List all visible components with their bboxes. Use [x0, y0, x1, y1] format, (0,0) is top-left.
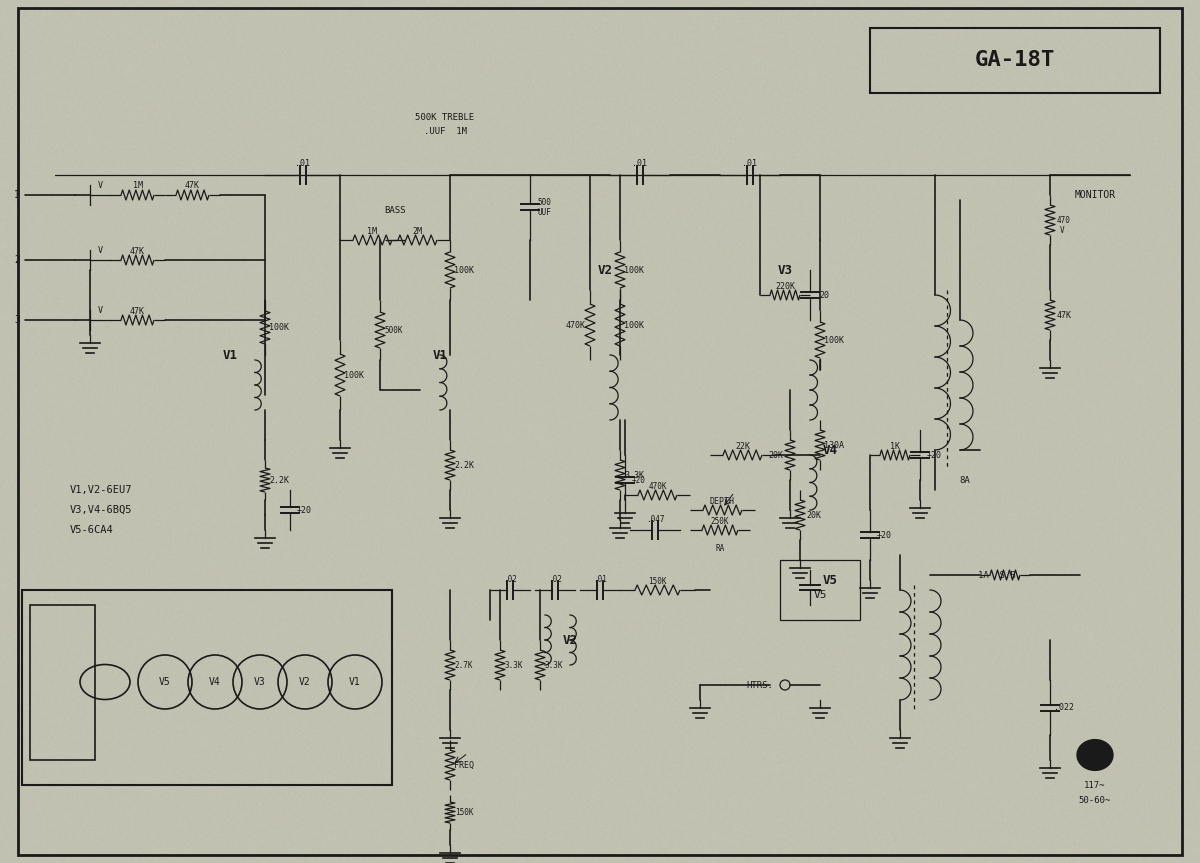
Text: V5-6CA4: V5-6CA4 — [70, 525, 114, 535]
Text: .01: .01 — [632, 160, 648, 168]
Text: 3: 3 — [14, 315, 20, 325]
Text: 470K: 470K — [648, 482, 667, 490]
Text: +20: +20 — [632, 476, 646, 484]
Text: V2: V2 — [598, 263, 612, 276]
Text: 3.3K: 3.3K — [545, 660, 563, 670]
Text: 20: 20 — [818, 291, 829, 299]
Text: 47K: 47K — [185, 181, 200, 191]
Polygon shape — [1078, 740, 1114, 771]
Text: 2M: 2M — [413, 226, 422, 236]
Text: V1: V1 — [222, 349, 238, 362]
Text: 500
UUF: 500 UUF — [538, 198, 551, 217]
Text: 1A  S.B.: 1A S.B. — [978, 570, 1021, 579]
Text: 8A: 8A — [960, 476, 971, 484]
Text: V: V — [97, 180, 102, 190]
Text: 47K: 47K — [130, 306, 145, 316]
Text: 470K: 470K — [566, 320, 586, 330]
Text: .02: .02 — [503, 575, 517, 583]
Text: 20K: 20K — [768, 450, 784, 459]
Text: V: V — [97, 306, 102, 314]
Text: 1M: 1M — [367, 226, 378, 236]
Text: V: V — [1060, 225, 1064, 235]
Text: 500K TREBLE: 500K TREBLE — [415, 114, 474, 123]
Text: 3.3K: 3.3K — [624, 470, 644, 480]
Bar — [870, 28, 1160, 93]
Text: 470: 470 — [1057, 216, 1070, 224]
Text: V3: V3 — [254, 677, 266, 687]
Text: .047: .047 — [646, 514, 665, 524]
Text: 117~: 117~ — [1085, 780, 1105, 790]
Text: V: V — [97, 245, 102, 255]
Text: V5: V5 — [822, 574, 838, 587]
Text: 130A: 130A — [824, 440, 844, 450]
Text: V5: V5 — [814, 590, 827, 600]
Text: +20: +20 — [926, 450, 942, 459]
Bar — [780, 560, 860, 620]
Text: 47K: 47K — [130, 247, 145, 255]
Text: 1K: 1K — [890, 442, 900, 450]
Text: 50-60~: 50-60~ — [1079, 796, 1111, 804]
Text: 500K: 500K — [385, 325, 403, 335]
Text: 2.2K: 2.2K — [454, 461, 474, 469]
Text: GA-18T: GA-18T — [974, 50, 1055, 70]
Bar — [22, 590, 392, 785]
Text: 1M: 1M — [132, 181, 143, 191]
Text: 100K: 100K — [824, 336, 844, 344]
Text: .01: .01 — [295, 160, 310, 168]
Text: .01: .01 — [593, 575, 607, 583]
Text: DEPTH: DEPTH — [710, 496, 734, 506]
Text: +20: +20 — [296, 506, 312, 514]
Text: 100K: 100K — [344, 370, 364, 380]
Text: V3: V3 — [778, 263, 792, 276]
Text: V1: V1 — [349, 677, 361, 687]
Text: V5: V5 — [160, 677, 170, 687]
Text: 150K: 150K — [455, 808, 473, 817]
Text: 150K: 150K — [648, 576, 667, 585]
Text: 2: 2 — [14, 255, 20, 265]
Text: V1: V1 — [432, 349, 448, 362]
Text: V2: V2 — [563, 633, 577, 646]
Text: HTRS.: HTRS. — [746, 681, 774, 690]
Text: 47K: 47K — [1056, 311, 1072, 319]
Text: V4: V4 — [822, 444, 838, 457]
Text: .022: .022 — [1054, 703, 1074, 712]
Text: 100K: 100K — [624, 266, 644, 274]
Text: RA: RA — [715, 544, 725, 552]
Text: V2: V2 — [299, 677, 311, 687]
Text: V4: V4 — [209, 677, 221, 687]
Text: 250K: 250K — [710, 516, 730, 526]
Text: 1: 1 — [14, 190, 20, 200]
Text: 2.2K: 2.2K — [269, 476, 289, 484]
Text: 22K: 22K — [734, 442, 750, 450]
Text: .UUF  1M: .UUF 1M — [424, 128, 467, 136]
Text: 20K: 20K — [806, 511, 822, 520]
Text: V3,V4-6BQ5: V3,V4-6BQ5 — [70, 505, 132, 515]
Text: 3.3K: 3.3K — [505, 660, 523, 670]
Text: 100K: 100K — [624, 320, 644, 330]
Text: FREQ: FREQ — [454, 760, 474, 770]
Text: V1,V2-6EU7: V1,V2-6EU7 — [70, 485, 132, 495]
Text: BASS: BASS — [384, 205, 406, 215]
Text: 100K: 100K — [454, 266, 474, 274]
Text: .01: .01 — [743, 160, 757, 168]
Text: 100K: 100K — [269, 323, 289, 332]
Text: 220K: 220K — [775, 281, 796, 291]
Text: MONITOR: MONITOR — [1075, 190, 1116, 200]
Text: 2.7K: 2.7K — [455, 660, 473, 670]
Text: +20: +20 — [876, 531, 892, 539]
Text: .02: .02 — [548, 575, 562, 583]
Bar — [30, 605, 95, 760]
